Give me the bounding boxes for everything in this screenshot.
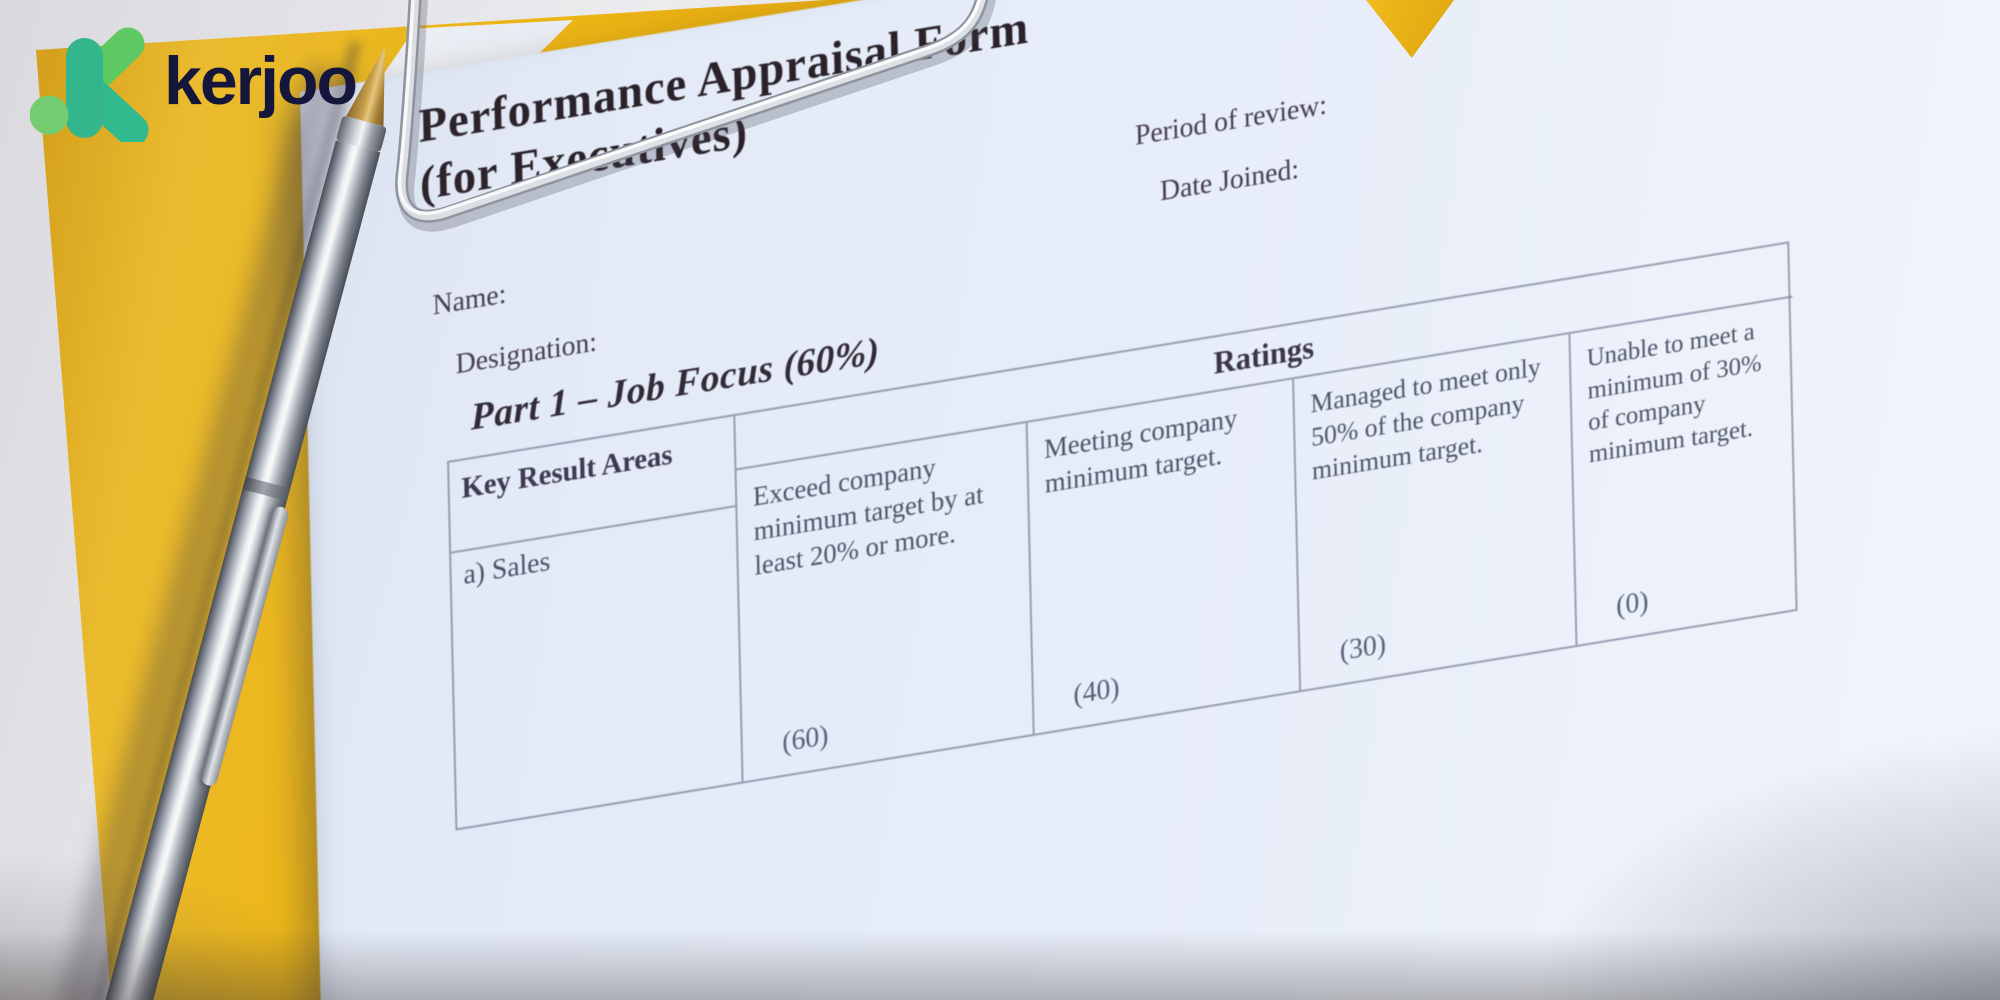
kerjoo-wordmark: kerjoo xyxy=(164,43,358,119)
kerjoo-logo: kerjoo xyxy=(30,26,358,142)
table-row-label-sales: a) Sales xyxy=(451,506,744,829)
rating-score: (40) xyxy=(1073,671,1120,711)
logo-bar-icon xyxy=(66,38,103,138)
rating-score: (30) xyxy=(1339,628,1387,668)
field-designation: Designation: xyxy=(455,326,598,381)
rating-score: (0) xyxy=(1615,585,1649,622)
rating-score: (60) xyxy=(781,719,829,759)
rating-description: Managed to meet only 50% of the company … xyxy=(1310,351,1541,486)
rating-cell-unable: Unable to meet a minimum of 30% of compa… xyxy=(1570,298,1799,645)
appraisal-form-paper: Performance Appraisal Form (for Executiv… xyxy=(300,0,2000,1000)
rating-cell-exceed: Exceed company minimum target by at leas… xyxy=(736,422,1035,782)
rating-description: Unable to meet a minimum of 30% of compa… xyxy=(1586,317,1762,469)
rating-cell-meeting: Meeting company minimum target. (40) xyxy=(1027,379,1302,734)
field-date-joined: Date Joined: xyxy=(1159,153,1300,208)
ratings-table: Key Result Areas Ratings a) Sales Exceed… xyxy=(447,241,1799,831)
rating-cell-managed: Managed to meet only 50% of the company … xyxy=(1294,333,1578,691)
field-period-of-review: Period of review: xyxy=(1134,89,1328,152)
logo-dot-icon xyxy=(30,95,69,135)
kerjoo-logo-icon xyxy=(30,27,149,142)
field-name: Name: xyxy=(432,278,507,322)
